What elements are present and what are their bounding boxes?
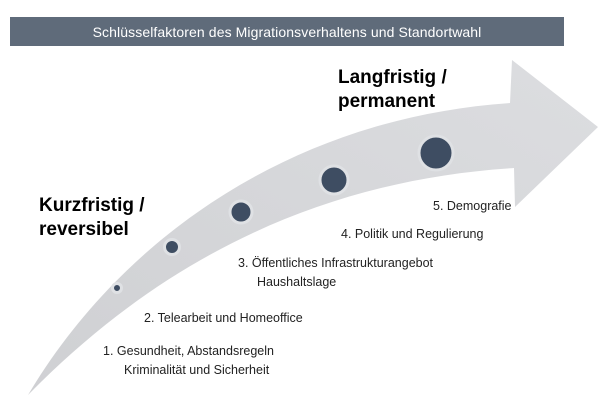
pole-short-term: Kurzfristig / reversibel <box>39 194 145 242</box>
factor-5-line-1: 5. Demografie <box>433 199 512 213</box>
factor-4-line-1: 4. Politik und Regulierung <box>341 227 484 241</box>
factor-1-line-1: 1. Gesundheit, Abstandsregeln <box>103 344 274 358</box>
factor-3-line-1: 3. Öffentliches Infrastrukturangebot <box>238 256 434 270</box>
diagram-title: Schlüsselfaktoren des Migrationsverhalte… <box>92 23 482 40</box>
marker-5 <box>417 134 455 172</box>
pole-short-term-line-2: reversibel <box>39 219 129 240</box>
factor-label-3: 3. Öffentliches Infrastrukturangebot Hau… <box>238 254 433 292</box>
marker-2 <box>163 238 181 256</box>
marker-4 <box>318 164 350 196</box>
pole-long-term-line-1: Langfristig / <box>338 67 447 88</box>
marker-1 <box>111 282 123 294</box>
title-bar: Schlüsselfaktoren des Migrationsverhalte… <box>10 17 564 46</box>
factor-label-2: 2. Telearbeit und Homeoffice <box>144 309 303 328</box>
factor-label-4: 4. Politik und Regulierung <box>341 225 483 244</box>
factor-2-line-1: 2. Telearbeit und Homeoffice <box>144 311 303 325</box>
factor-label-5: 5. Demografie <box>433 197 512 216</box>
factor-label-1: 1. Gesundheit, Abstandsregeln Kriminalit… <box>103 342 274 380</box>
curved-arrow <box>28 60 598 395</box>
factor-3-line-2: Haushaltslage <box>257 275 337 289</box>
pole-short-term-line-1: Kurzfristig / <box>39 195 145 216</box>
marker-3 <box>228 199 254 225</box>
factor-1-line-2: Kriminalität und Sicherheit <box>124 363 270 377</box>
pole-long-term: Langfristig / permanent <box>338 66 447 114</box>
pole-long-term-line-2: permanent <box>338 91 436 112</box>
markers <box>111 134 455 294</box>
